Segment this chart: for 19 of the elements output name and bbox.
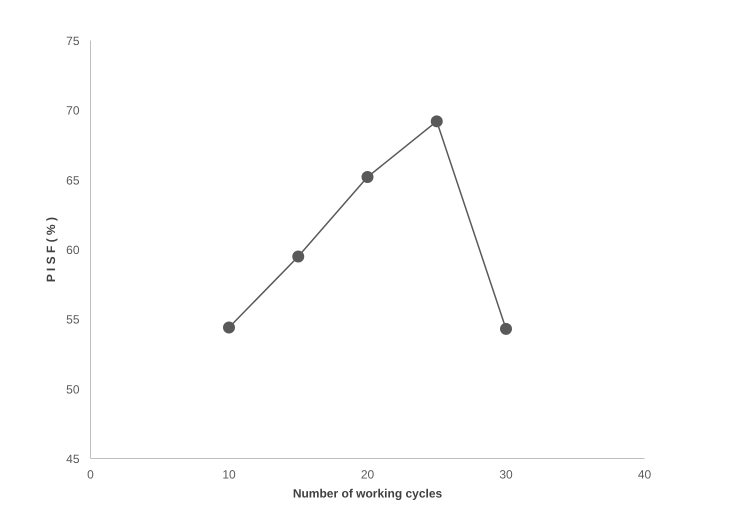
y-axis-title: P I S F ( % ) (44, 217, 58, 282)
x-tick-label: 10 (222, 468, 236, 482)
y-tick-label: 45 (66, 452, 80, 466)
point (500, 322, 512, 335)
y-tick-label: 55 (66, 312, 80, 327)
x-tick-label: 30 (499, 468, 513, 482)
y-tick-label: 65 (66, 173, 80, 188)
point (430, 115, 443, 128)
x-tick-label: 20 (360, 468, 374, 482)
point (223, 322, 235, 334)
point (292, 250, 304, 262)
y-tick-label: 60 (66, 243, 80, 257)
point (362, 171, 374, 184)
y-tick-label: 75 (66, 34, 80, 48)
x-axis-title: Number of working cycles (292, 486, 443, 500)
x-tick-label: 40 (638, 468, 652, 482)
x-tick-label: 0 (87, 468, 94, 482)
y-tick-label: 70 (66, 104, 80, 118)
y-tick-label: 50 (66, 382, 80, 396)
